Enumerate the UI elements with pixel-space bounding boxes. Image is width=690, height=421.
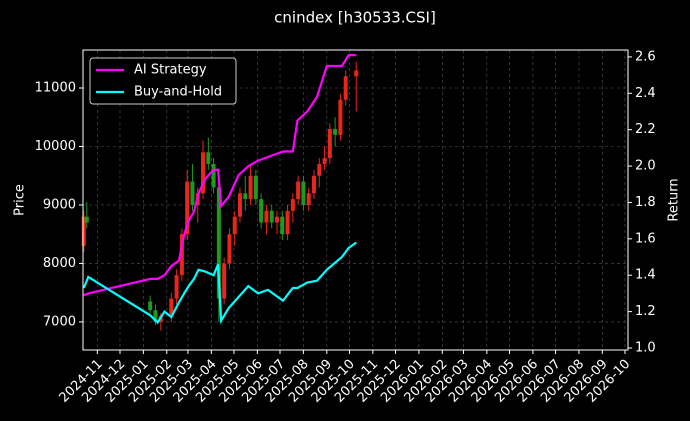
candle-body: [148, 301, 153, 311]
candle-body: [322, 158, 327, 165]
y2-tick-label: 1.8: [635, 195, 656, 210]
candle-body: [211, 164, 216, 188]
legend-box: [89, 57, 237, 105]
candle-body: [243, 193, 248, 200]
candle-body: [264, 210, 269, 223]
line-series: [82, 241, 357, 325]
candle-body: [216, 187, 221, 299]
legend-label: Buy-and-Hold: [134, 85, 222, 100]
candle-body: [333, 128, 338, 135]
y-tick-label: 11000: [35, 81, 76, 96]
candle-body: [190, 181, 195, 205]
candle-body: [259, 199, 264, 223]
candle-body: [343, 76, 348, 100]
y-tick-label: 9000: [43, 197, 76, 212]
candle-body: [280, 216, 285, 235]
candle-body: [174, 275, 179, 299]
candle-body: [306, 193, 311, 205]
y2-tick-label: 2.6: [635, 49, 656, 64]
candle-body: [169, 298, 174, 317]
candle-body: [153, 310, 158, 322]
y2-tick-label: 1.0: [635, 340, 656, 355]
line-series: [83, 53, 357, 297]
candle-body: [317, 164, 322, 176]
y2-tick-label: 1.4: [635, 268, 656, 283]
candle-body: [269, 210, 274, 223]
candle-body: [81, 216, 86, 246]
y-tick-label: 10000: [35, 139, 76, 154]
plot-frame: [82, 49, 629, 351]
candle-body: [206, 152, 211, 165]
candle-body: [327, 128, 332, 159]
candle-body: [311, 175, 316, 194]
candle-body: [84, 216, 89, 223]
candle-body: [301, 181, 306, 205]
candle-body: [354, 70, 359, 77]
y-tick-label: 8000: [43, 256, 76, 271]
chart-title: cnindex [h30533.CSI]: [274, 9, 436, 27]
y-tick-label: 7000: [43, 314, 76, 329]
candle-body: [201, 152, 206, 194]
y2-axis-label: Return: [667, 178, 682, 221]
candle-body: [290, 199, 295, 211]
candle-body: [296, 181, 301, 200]
candle-body: [248, 175, 253, 200]
y2-tick-label: 2.2: [635, 122, 656, 137]
candle-body: [232, 216, 237, 235]
y-axis-label: Price: [13, 184, 28, 216]
y2-tick-label: 2.0: [635, 159, 656, 174]
legend-label: AI Strategy: [134, 63, 207, 78]
candle-body: [222, 263, 227, 299]
y2-tick-label: 1.2: [635, 304, 656, 319]
legend: AI Strategy Buy-and-Hold: [89, 57, 237, 105]
y2-tick-label: 1.6: [635, 231, 656, 246]
candle-body: [274, 216, 279, 223]
candle-body: [285, 210, 290, 235]
candle-body: [185, 181, 190, 235]
candle-body: [238, 193, 243, 217]
y2-tick-label: 2.4: [635, 86, 656, 101]
candle-body: [179, 234, 184, 276]
candle-body: [253, 175, 258, 200]
candle-body: [338, 99, 343, 135]
candle-body: [227, 234, 232, 264]
